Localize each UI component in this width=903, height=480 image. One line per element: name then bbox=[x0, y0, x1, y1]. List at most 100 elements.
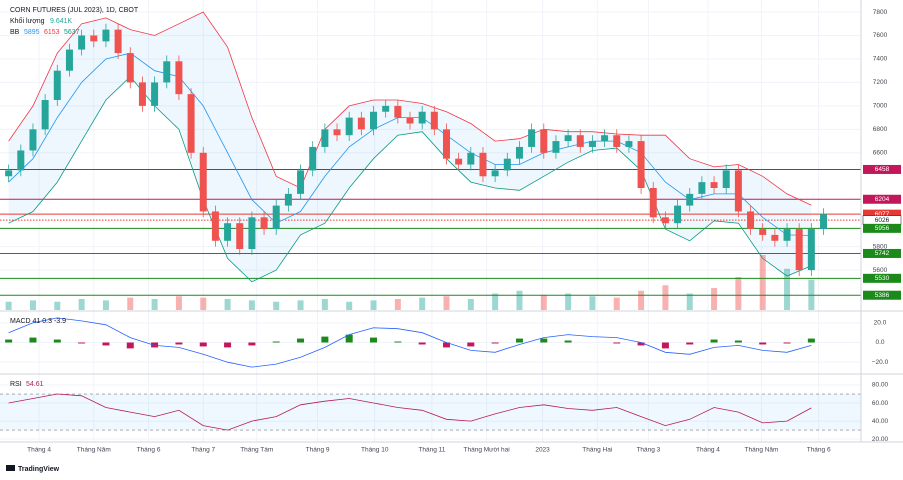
candle-body bbox=[820, 214, 828, 230]
rsi-legend: RSI bbox=[10, 381, 22, 388]
level-label: 5530 bbox=[875, 275, 890, 282]
volume-bar bbox=[516, 290, 523, 310]
macd-histogram bbox=[272, 341, 280, 343]
candle-body bbox=[686, 193, 694, 206]
macd-histogram bbox=[807, 338, 815, 343]
candle-body bbox=[175, 61, 183, 95]
volume-bar bbox=[394, 299, 401, 310]
level-label: 6458 bbox=[875, 166, 890, 173]
volume-bar bbox=[467, 299, 474, 310]
x-tick-label: Tháng 11 bbox=[418, 447, 445, 454]
x-tick-label: Tháng 9 bbox=[306, 447, 330, 454]
volume-bar bbox=[248, 300, 255, 310]
macd-histogram bbox=[710, 339, 718, 343]
x-tick-label: Tháng Hai bbox=[582, 447, 612, 454]
candle-body bbox=[783, 229, 791, 241]
macd-histogram bbox=[467, 342, 475, 347]
x-tick-label: Tháng 4 bbox=[27, 447, 51, 454]
volume-bar bbox=[175, 296, 182, 310]
y-tick-label: 20.00 bbox=[872, 436, 889, 443]
candle-body bbox=[151, 82, 159, 106]
candle-body bbox=[588, 141, 596, 147]
candle-body bbox=[661, 217, 669, 224]
x-tick-label: Tháng Năm bbox=[77, 447, 111, 454]
logo bbox=[6, 465, 15, 471]
volume-bar bbox=[273, 301, 280, 310]
volume-bar bbox=[29, 300, 36, 310]
level-label: 6204 bbox=[875, 196, 890, 203]
candle-body bbox=[187, 94, 195, 153]
macd-histogram bbox=[686, 342, 694, 345]
y-tick-label: 6600 bbox=[873, 150, 888, 157]
candle-body bbox=[515, 146, 523, 159]
candle-body bbox=[65, 49, 73, 71]
candle-body bbox=[321, 129, 329, 147]
level-label: 6026 bbox=[875, 217, 890, 224]
candle-body bbox=[795, 229, 803, 271]
macd-histogram bbox=[759, 342, 767, 345]
volume-bar bbox=[5, 301, 12, 310]
y-tick-label: 6800 bbox=[873, 126, 888, 133]
level-label: 6077 bbox=[875, 211, 890, 218]
level-label: 5956 bbox=[875, 225, 890, 232]
volume-bar bbox=[686, 293, 693, 310]
candle-body bbox=[807, 229, 815, 271]
y-tick-label: 7800 bbox=[873, 9, 888, 16]
macd-line bbox=[8, 317, 812, 368]
x-tick-label: Tháng 4 bbox=[696, 447, 720, 454]
macd-histogram bbox=[321, 336, 329, 343]
volume-bar bbox=[638, 290, 645, 310]
macd-histogram bbox=[224, 342, 232, 348]
macd-histogram bbox=[564, 340, 572, 343]
candle-body bbox=[309, 146, 317, 171]
macd-histogram bbox=[515, 338, 523, 343]
volume-bar bbox=[78, 299, 85, 310]
macd-histogram bbox=[370, 337, 378, 343]
volume-bar bbox=[662, 285, 669, 310]
candle-body bbox=[552, 141, 560, 153]
x-tick-label: Tháng 10 bbox=[361, 447, 389, 454]
macd-histogram bbox=[783, 342, 791, 344]
candle-body bbox=[382, 105, 390, 112]
rsi-line bbox=[8, 393, 812, 431]
candle-body bbox=[17, 150, 25, 171]
bb-legend-value: 5637 bbox=[64, 29, 80, 36]
y-tick-label: 5600 bbox=[873, 267, 888, 274]
macd-histogram bbox=[345, 334, 353, 343]
candle-body bbox=[297, 170, 305, 194]
candle-body bbox=[649, 188, 657, 218]
candle-body bbox=[114, 29, 122, 54]
macd-histogram bbox=[78, 342, 86, 344]
candle-body bbox=[540, 129, 548, 153]
candle-body bbox=[564, 135, 572, 142]
candle-body bbox=[467, 152, 475, 165]
volume-bar bbox=[151, 299, 158, 310]
macd-histogram bbox=[540, 338, 548, 343]
macd-histogram bbox=[491, 342, 499, 344]
x-tick-label: Tháng 7 bbox=[191, 447, 215, 454]
candle-body bbox=[248, 217, 256, 249]
y-tick-label: 80.00 bbox=[872, 382, 889, 389]
volume-bar bbox=[613, 297, 620, 310]
candle-body bbox=[455, 158, 463, 165]
y-tick-label: 40.00 bbox=[872, 418, 889, 425]
macd-histogram bbox=[734, 340, 742, 343]
y-tick-label: 20.0 bbox=[874, 320, 887, 327]
macd-histogram bbox=[102, 342, 110, 346]
level-tag bbox=[863, 223, 901, 233]
bb-upper bbox=[8, 11, 812, 206]
candle-body bbox=[272, 205, 280, 230]
volume-bar bbox=[589, 296, 596, 310]
volume-bar bbox=[419, 297, 426, 310]
candle-body bbox=[29, 129, 37, 151]
macd-histogram bbox=[248, 342, 256, 346]
macd-histogram bbox=[151, 342, 159, 348]
level-tag bbox=[863, 290, 901, 300]
macd-histogram bbox=[175, 342, 183, 345]
rsi-band bbox=[0, 394, 861, 431]
candle-body bbox=[722, 170, 730, 188]
candle-body bbox=[78, 35, 86, 50]
volume-legend-value: 9.641K bbox=[50, 18, 73, 25]
volume-bar bbox=[540, 294, 547, 310]
level-tag bbox=[863, 164, 901, 174]
